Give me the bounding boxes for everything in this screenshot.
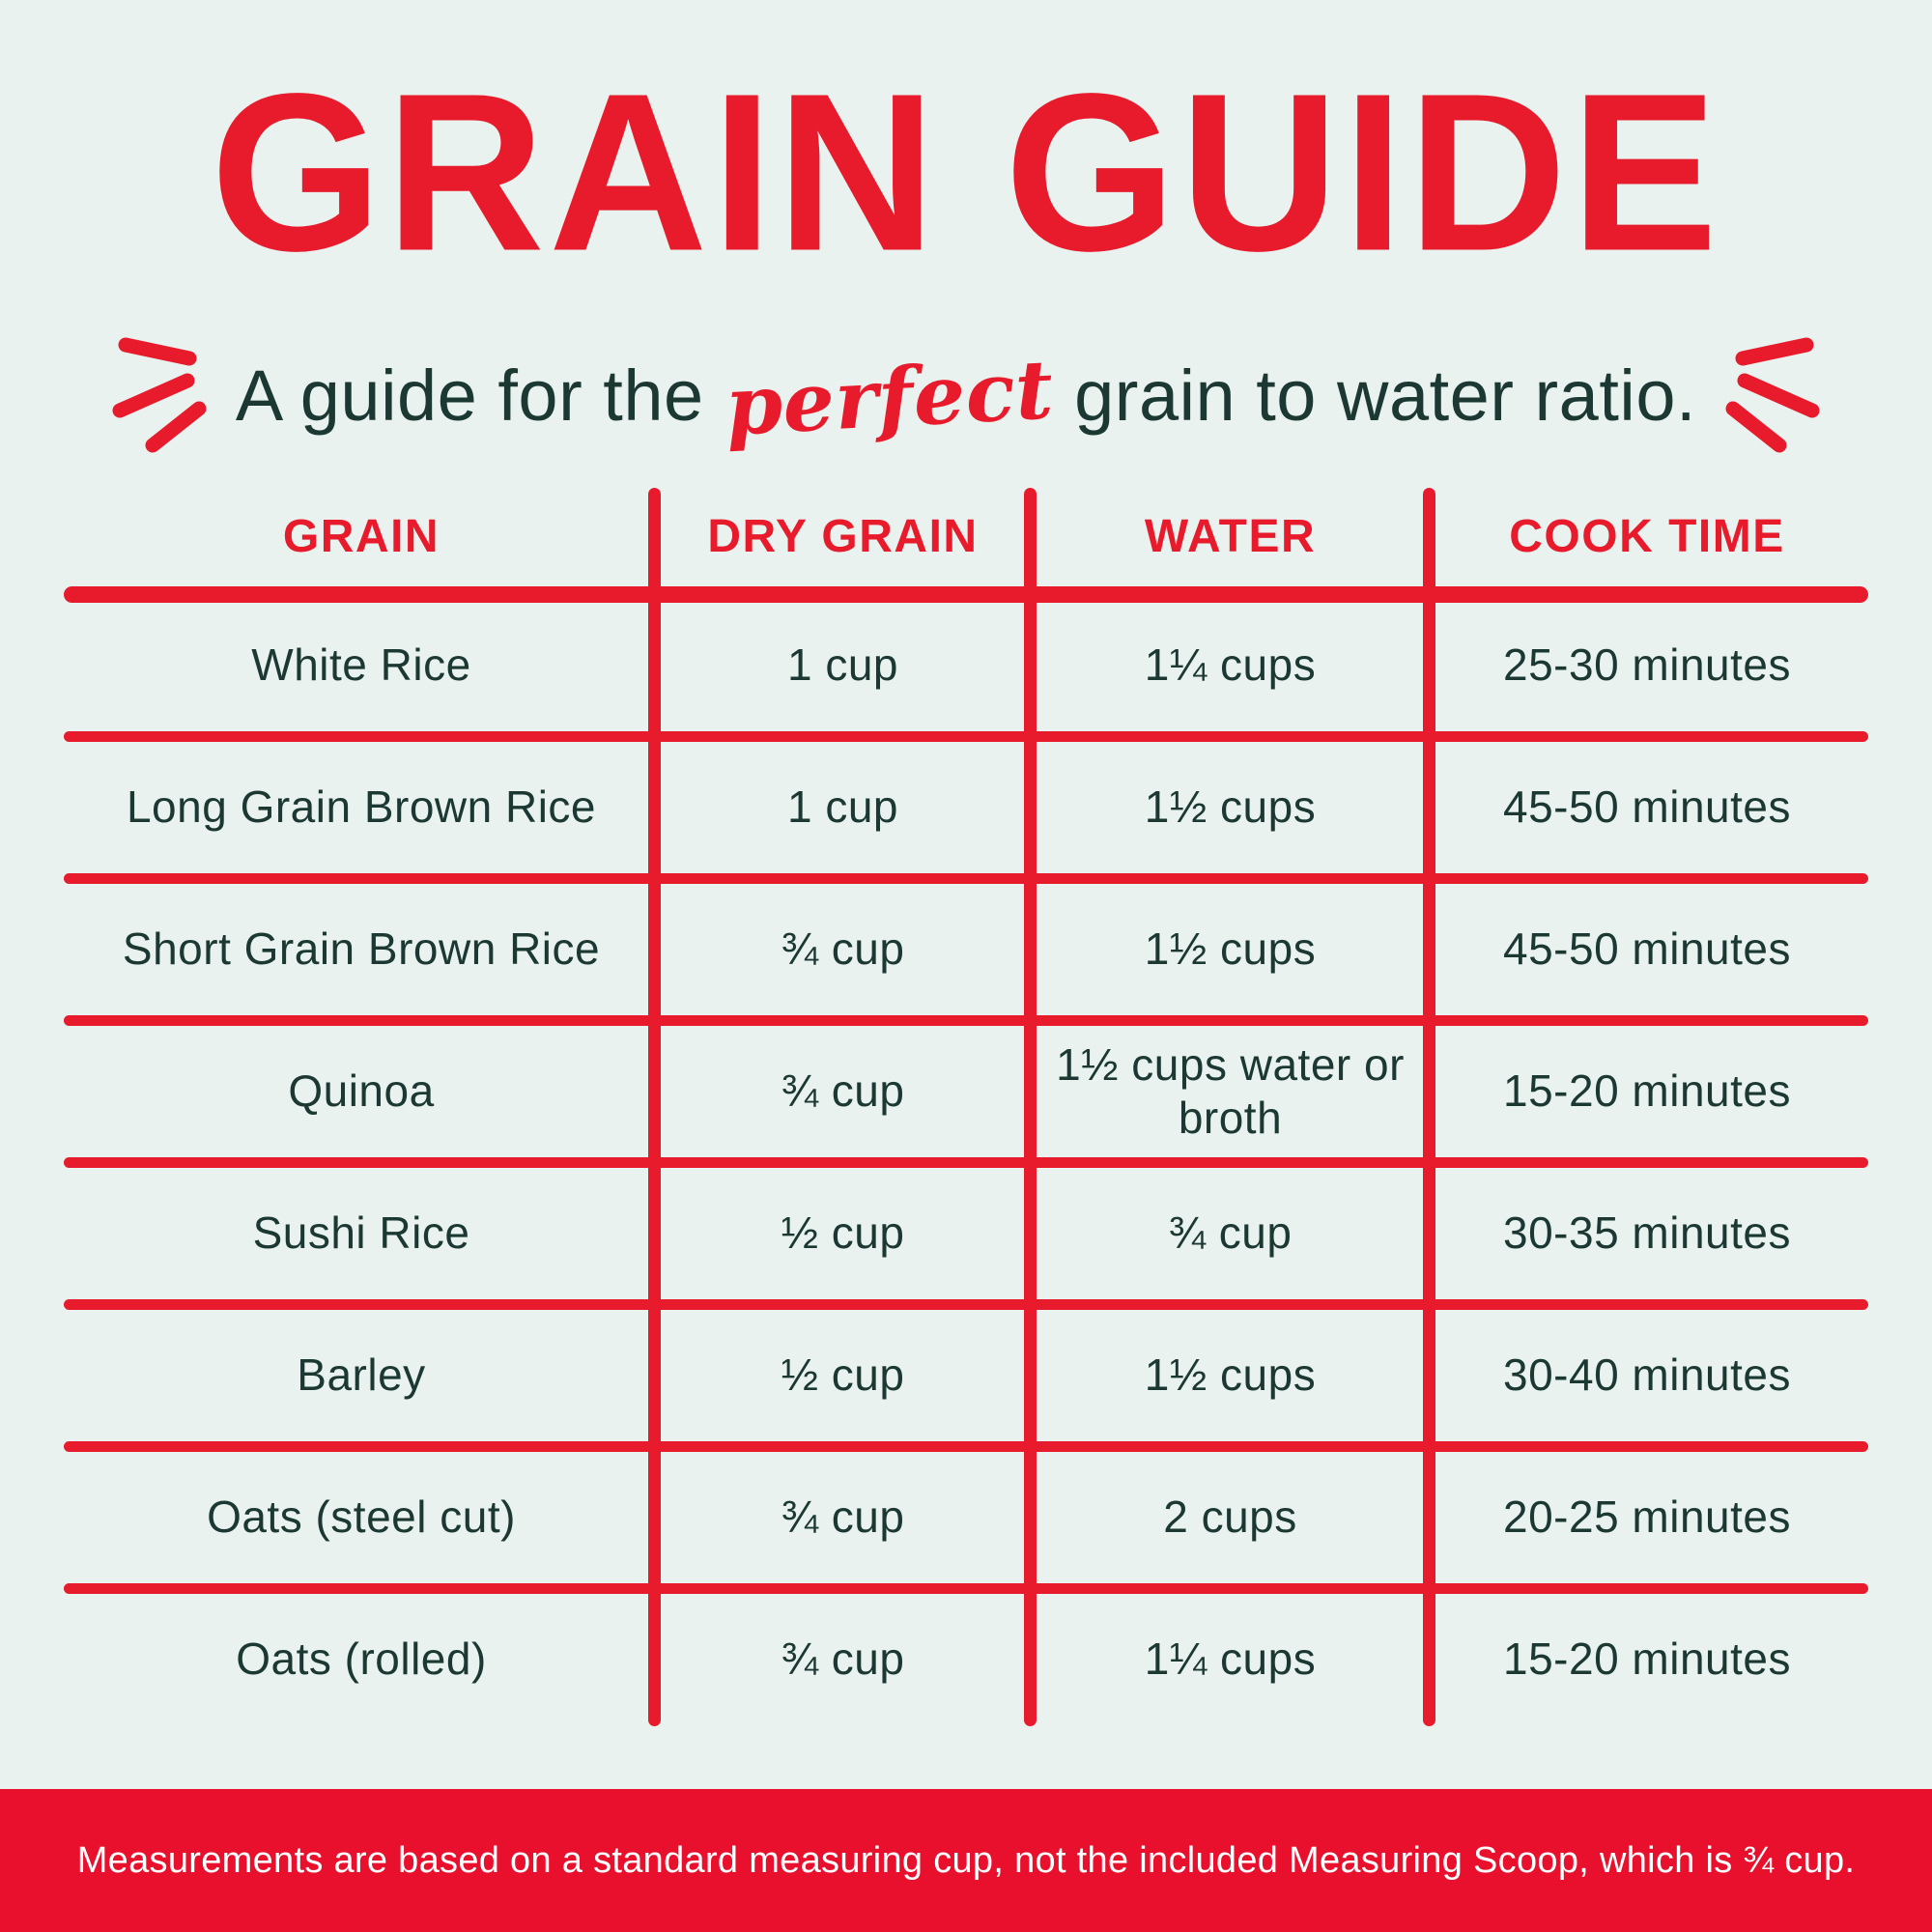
cell-dry-grain: 1 cup	[786, 781, 899, 833]
subtitle-prefix: A guide for the	[235, 355, 704, 436]
subtitle-highlight: perfect	[723, 340, 1056, 454]
column-divider-line	[1423, 488, 1435, 1726]
column-divider-line	[1024, 488, 1037, 1726]
cell-grain: White Rice	[251, 639, 471, 691]
cell-cook-time: 30-35 minutes	[1503, 1208, 1791, 1259]
header-underline	[64, 586, 1868, 603]
cell-dry-grain: ¾ cup	[781, 923, 905, 975]
footer-note: Measurements are based on a standard mea…	[76, 1839, 1856, 1881]
cell-water: 2 cups	[1163, 1492, 1297, 1543]
cell-cook-time: 45-50 minutes	[1503, 923, 1791, 975]
cell-dry-grain: ½ cup	[781, 1208, 905, 1259]
column-header-cook-time: COOK TIME	[1509, 511, 1785, 562]
row-divider-line	[64, 1157, 1868, 1168]
cell-water: 1½ cups water or broth	[1056, 1039, 1405, 1143]
grain-table: GRAIN DRY GRAIN WATER COOK TIME White Ri…	[64, 483, 1868, 1731]
cell-water: 1½ cups	[1144, 781, 1317, 833]
cell-cook-time: 15-20 minutes	[1503, 1065, 1791, 1117]
cell-grain: Barley	[297, 1350, 426, 1401]
column-divider-line	[648, 488, 661, 1726]
subtitle-text: A guide for the perfect grain to water r…	[235, 341, 1697, 454]
cell-grain: Sushi Rice	[252, 1208, 470, 1259]
cell-grain: Short Grain Brown Rice	[122, 923, 601, 975]
row-divider-line	[64, 1015, 1868, 1026]
cell-water: ¾ cup	[1168, 1208, 1293, 1259]
cell-cook-time: 30-40 minutes	[1503, 1350, 1791, 1401]
cell-grain: Oats (rolled)	[236, 1634, 487, 1685]
emphasis-dashes-left-icon	[112, 337, 207, 453]
cell-cook-time: 15-20 minutes	[1503, 1634, 1791, 1685]
row-divider-line	[64, 731, 1868, 742]
cell-cook-time: 20-25 minutes	[1503, 1492, 1791, 1543]
footer-bar: Measurements are based on a standard mea…	[0, 1789, 1932, 1932]
cell-dry-grain: ¾ cup	[781, 1492, 905, 1543]
subtitle-suffix: grain to water ratio.	[1074, 355, 1697, 436]
cell-grain: Oats (steel cut)	[207, 1492, 516, 1543]
row-divider-line	[64, 1299, 1868, 1310]
cell-dry-grain: ¾ cup	[781, 1634, 905, 1685]
subtitle: A guide for the perfect grain to water r…	[0, 319, 1932, 464]
row-divider-line	[64, 1583, 1868, 1594]
column-header-grain: GRAIN	[282, 511, 440, 562]
cell-grain: Long Grain Brown Rice	[126, 781, 597, 833]
cell-water: 1¼ cups	[1144, 1634, 1317, 1685]
cell-dry-grain: ½ cup	[781, 1350, 905, 1401]
cell-cook-time: 25-30 minutes	[1503, 639, 1791, 691]
cell-grain: Quinoa	[288, 1065, 435, 1117]
row-divider-line	[64, 1441, 1868, 1452]
row-divider-line	[64, 873, 1868, 884]
cell-water: 1½ cups	[1144, 923, 1317, 975]
cell-dry-grain: ¾ cup	[781, 1065, 905, 1117]
column-header-water: WATER	[1144, 511, 1317, 562]
column-header-dry-grain: DRY GRAIN	[707, 511, 979, 562]
cell-cook-time: 45-50 minutes	[1503, 781, 1791, 833]
cell-water: 1¼ cups	[1144, 639, 1317, 691]
cell-water: 1½ cups	[1144, 1350, 1317, 1401]
cell-dry-grain: 1 cup	[786, 639, 899, 691]
emphasis-dashes-right-icon	[1725, 337, 1820, 453]
page-title: GRAIN GUIDE	[210, 47, 1722, 298]
